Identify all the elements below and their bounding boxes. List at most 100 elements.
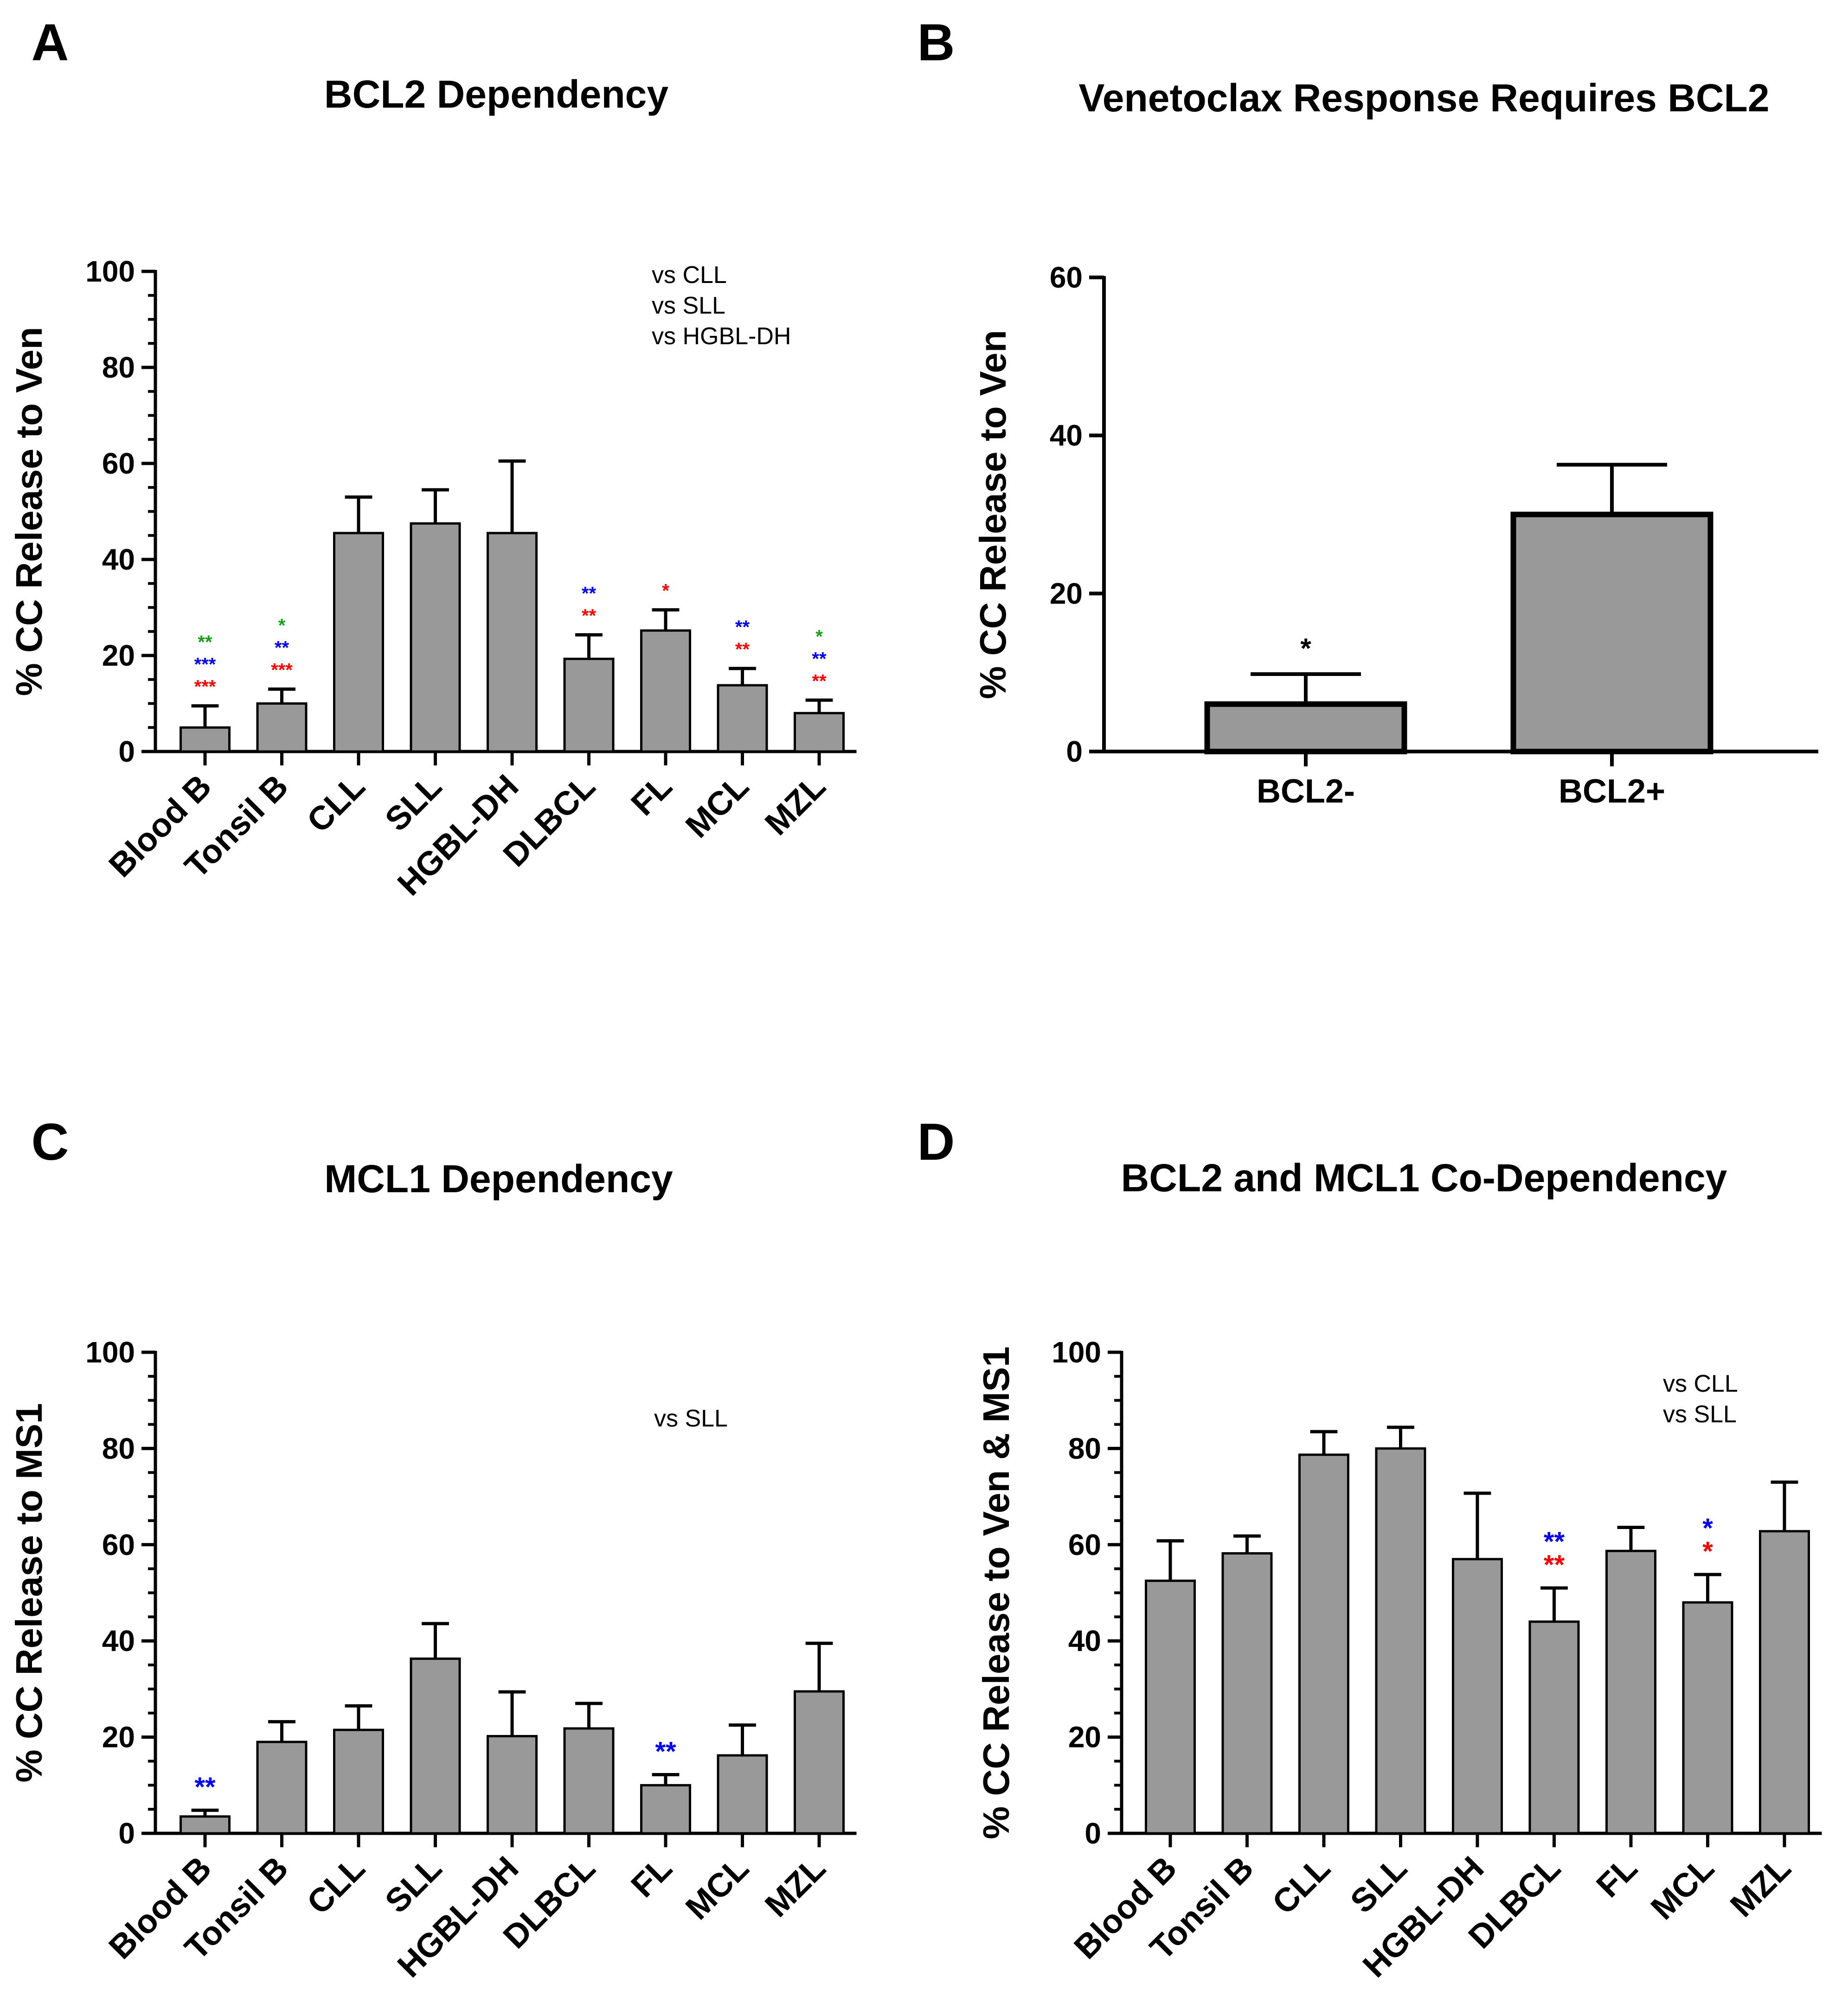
bar-sll	[1375, 1447, 1426, 1835]
significance-marker: **	[735, 639, 750, 660]
y-tick-label: 80	[102, 351, 135, 384]
bar-fl	[640, 629, 691, 753]
significance-marker: **	[194, 1772, 216, 1802]
chart-panel-b: B Venetoclax Response Requires BCL2 % CC R…	[918, 13, 1818, 810]
x-tick-label: SLL	[378, 768, 449, 839]
y-tick-label: 0	[118, 735, 135, 768]
bar-hgbl-dh	[487, 1735, 538, 1835]
bar-mcl	[1682, 1601, 1733, 1835]
bar-dlbcl	[563, 1727, 615, 1835]
y-tick-label: 0	[1066, 735, 1083, 768]
chart-title: BCL2 Dependency	[324, 72, 668, 116]
bar-tonsil-b	[256, 702, 308, 753]
legend-entry: vs SLL	[1663, 1401, 1737, 1428]
y-tick-label: 20	[102, 639, 135, 672]
y-tick-label: 100	[85, 1336, 135, 1369]
y-tick-label: 80	[102, 1432, 135, 1465]
y-tick-label: 100	[85, 255, 135, 288]
significance-marker: ***	[194, 677, 216, 697]
chart-title: Venetoclax Response Requires BCL2	[1078, 76, 1769, 120]
chart-title: BCL2 and MCL1 Co-Dependency	[1121, 1156, 1727, 1200]
bar-sll	[410, 1658, 461, 1835]
x-tick-label: CLL	[300, 768, 372, 840]
legend-entry: vs SLL	[654, 1405, 728, 1432]
bar-mzl	[794, 1690, 845, 1835]
significance-marker: **	[582, 583, 597, 604]
y-tick-label: 40	[102, 543, 135, 576]
significance-marker: ***	[194, 655, 216, 675]
panel-letter: B	[918, 13, 955, 71]
x-tick-label: MCL	[1644, 1850, 1721, 1927]
y-axis-label: % CC Release to Ven & MS1	[975, 1346, 1017, 1839]
y-axis-label: % CC Release to Ven	[8, 327, 50, 696]
bar-tonsil-b	[256, 1741, 308, 1835]
significance-marker: *	[1300, 633, 1311, 664]
significance-marker: *	[815, 626, 823, 647]
x-tick-label: MZL	[1723, 1850, 1798, 1924]
x-tick-label: FL	[624, 768, 680, 823]
bar-hgbl-dh	[487, 532, 538, 753]
legend-entry: vs CLL	[1663, 1370, 1738, 1397]
x-tick-label: MZL	[758, 1850, 833, 1924]
bar-tonsil-b	[1221, 1552, 1273, 1835]
bar-mzl	[794, 712, 845, 753]
x-tick-label: FL	[624, 1850, 680, 1905]
bar-fl	[640, 1784, 691, 1835]
y-tick-label: 60	[102, 447, 135, 480]
x-tick-label: MCL	[679, 768, 756, 845]
x-tick-label: FL	[1590, 1850, 1645, 1905]
y-tick-label: 40	[1050, 419, 1083, 452]
significance-marker: *	[662, 581, 669, 601]
bar-bcl2pos	[1510, 512, 1713, 754]
significance-marker: **	[735, 617, 750, 637]
x-tick-label: SLL	[1343, 1850, 1414, 1921]
chart-title: MCL1 Dependency	[324, 1157, 673, 1201]
y-tick-label: 40	[102, 1624, 135, 1658]
y-tick-label: 60	[102, 1528, 135, 1561]
significance-marker: **	[275, 637, 289, 658]
significance-marker: **	[655, 1736, 676, 1767]
x-tick-label: SLL	[378, 1850, 449, 1921]
significance-marker: ***	[271, 660, 293, 680]
bar-mcl	[717, 1754, 768, 1835]
x-tick-label: MZL	[758, 768, 833, 842]
y-axis-label: % CC Release to MS1	[8, 1403, 50, 1782]
legend-entry: vs CLL	[652, 262, 727, 289]
y-tick-label: 20	[1050, 577, 1083, 610]
y-tick-label: 20	[102, 1721, 135, 1754]
significance-marker: *	[278, 615, 286, 636]
chart-panel-a: A BCL2 Dependency % CC Release to Ven 0 20 40…	[8, 13, 857, 903]
y-axis-label: % CC Release to Ven	[972, 330, 1014, 699]
significance-marker: **	[1544, 1527, 1565, 1557]
x-tick-label: CLL	[300, 1850, 372, 1922]
panel-letter: A	[32, 13, 69, 71]
chart-panel-d: D BCL2 and MCL1 Co-Dependency % CC Release…	[918, 1113, 1822, 1985]
y-tick-label: 0	[118, 1817, 135, 1850]
bar-cll	[1298, 1453, 1349, 1835]
y-tick-label: 0	[1084, 1817, 1101, 1850]
bar-mzl	[1759, 1530, 1810, 1835]
y-tick-label: 20	[1068, 1721, 1101, 1754]
bar-blood-b	[1145, 1580, 1196, 1835]
bar-dlbcl	[1528, 1620, 1580, 1835]
x-tick-label: BCL2+	[1559, 773, 1665, 810]
legend-entry: vs SLL	[652, 292, 725, 319]
bar-blood-b	[180, 726, 231, 753]
x-tick-label: CLL	[1265, 1850, 1338, 1922]
y-tick-label: 60	[1068, 1528, 1101, 1561]
y-tick-label: 80	[1068, 1432, 1101, 1465]
bar-dlbcl	[563, 657, 615, 753]
bar-blood-b	[180, 1815, 231, 1835]
bar-bcl2neg	[1204, 701, 1407, 755]
bar-cll	[333, 1728, 384, 1835]
y-tick-label: 40	[1068, 1624, 1101, 1658]
bar-sll	[410, 522, 461, 753]
y-tick-label: 100	[1052, 1336, 1101, 1369]
panel-letter: D	[918, 1113, 955, 1171]
bar-hgbl-dh	[1452, 1558, 1503, 1835]
bar-cll	[333, 532, 384, 753]
bar-mcl	[717, 684, 768, 753]
chart-panel-c: C MCL1 Dependency % CC Release to MS1 0 20 40…	[8, 1113, 857, 1985]
significance-marker: **	[812, 671, 827, 691]
